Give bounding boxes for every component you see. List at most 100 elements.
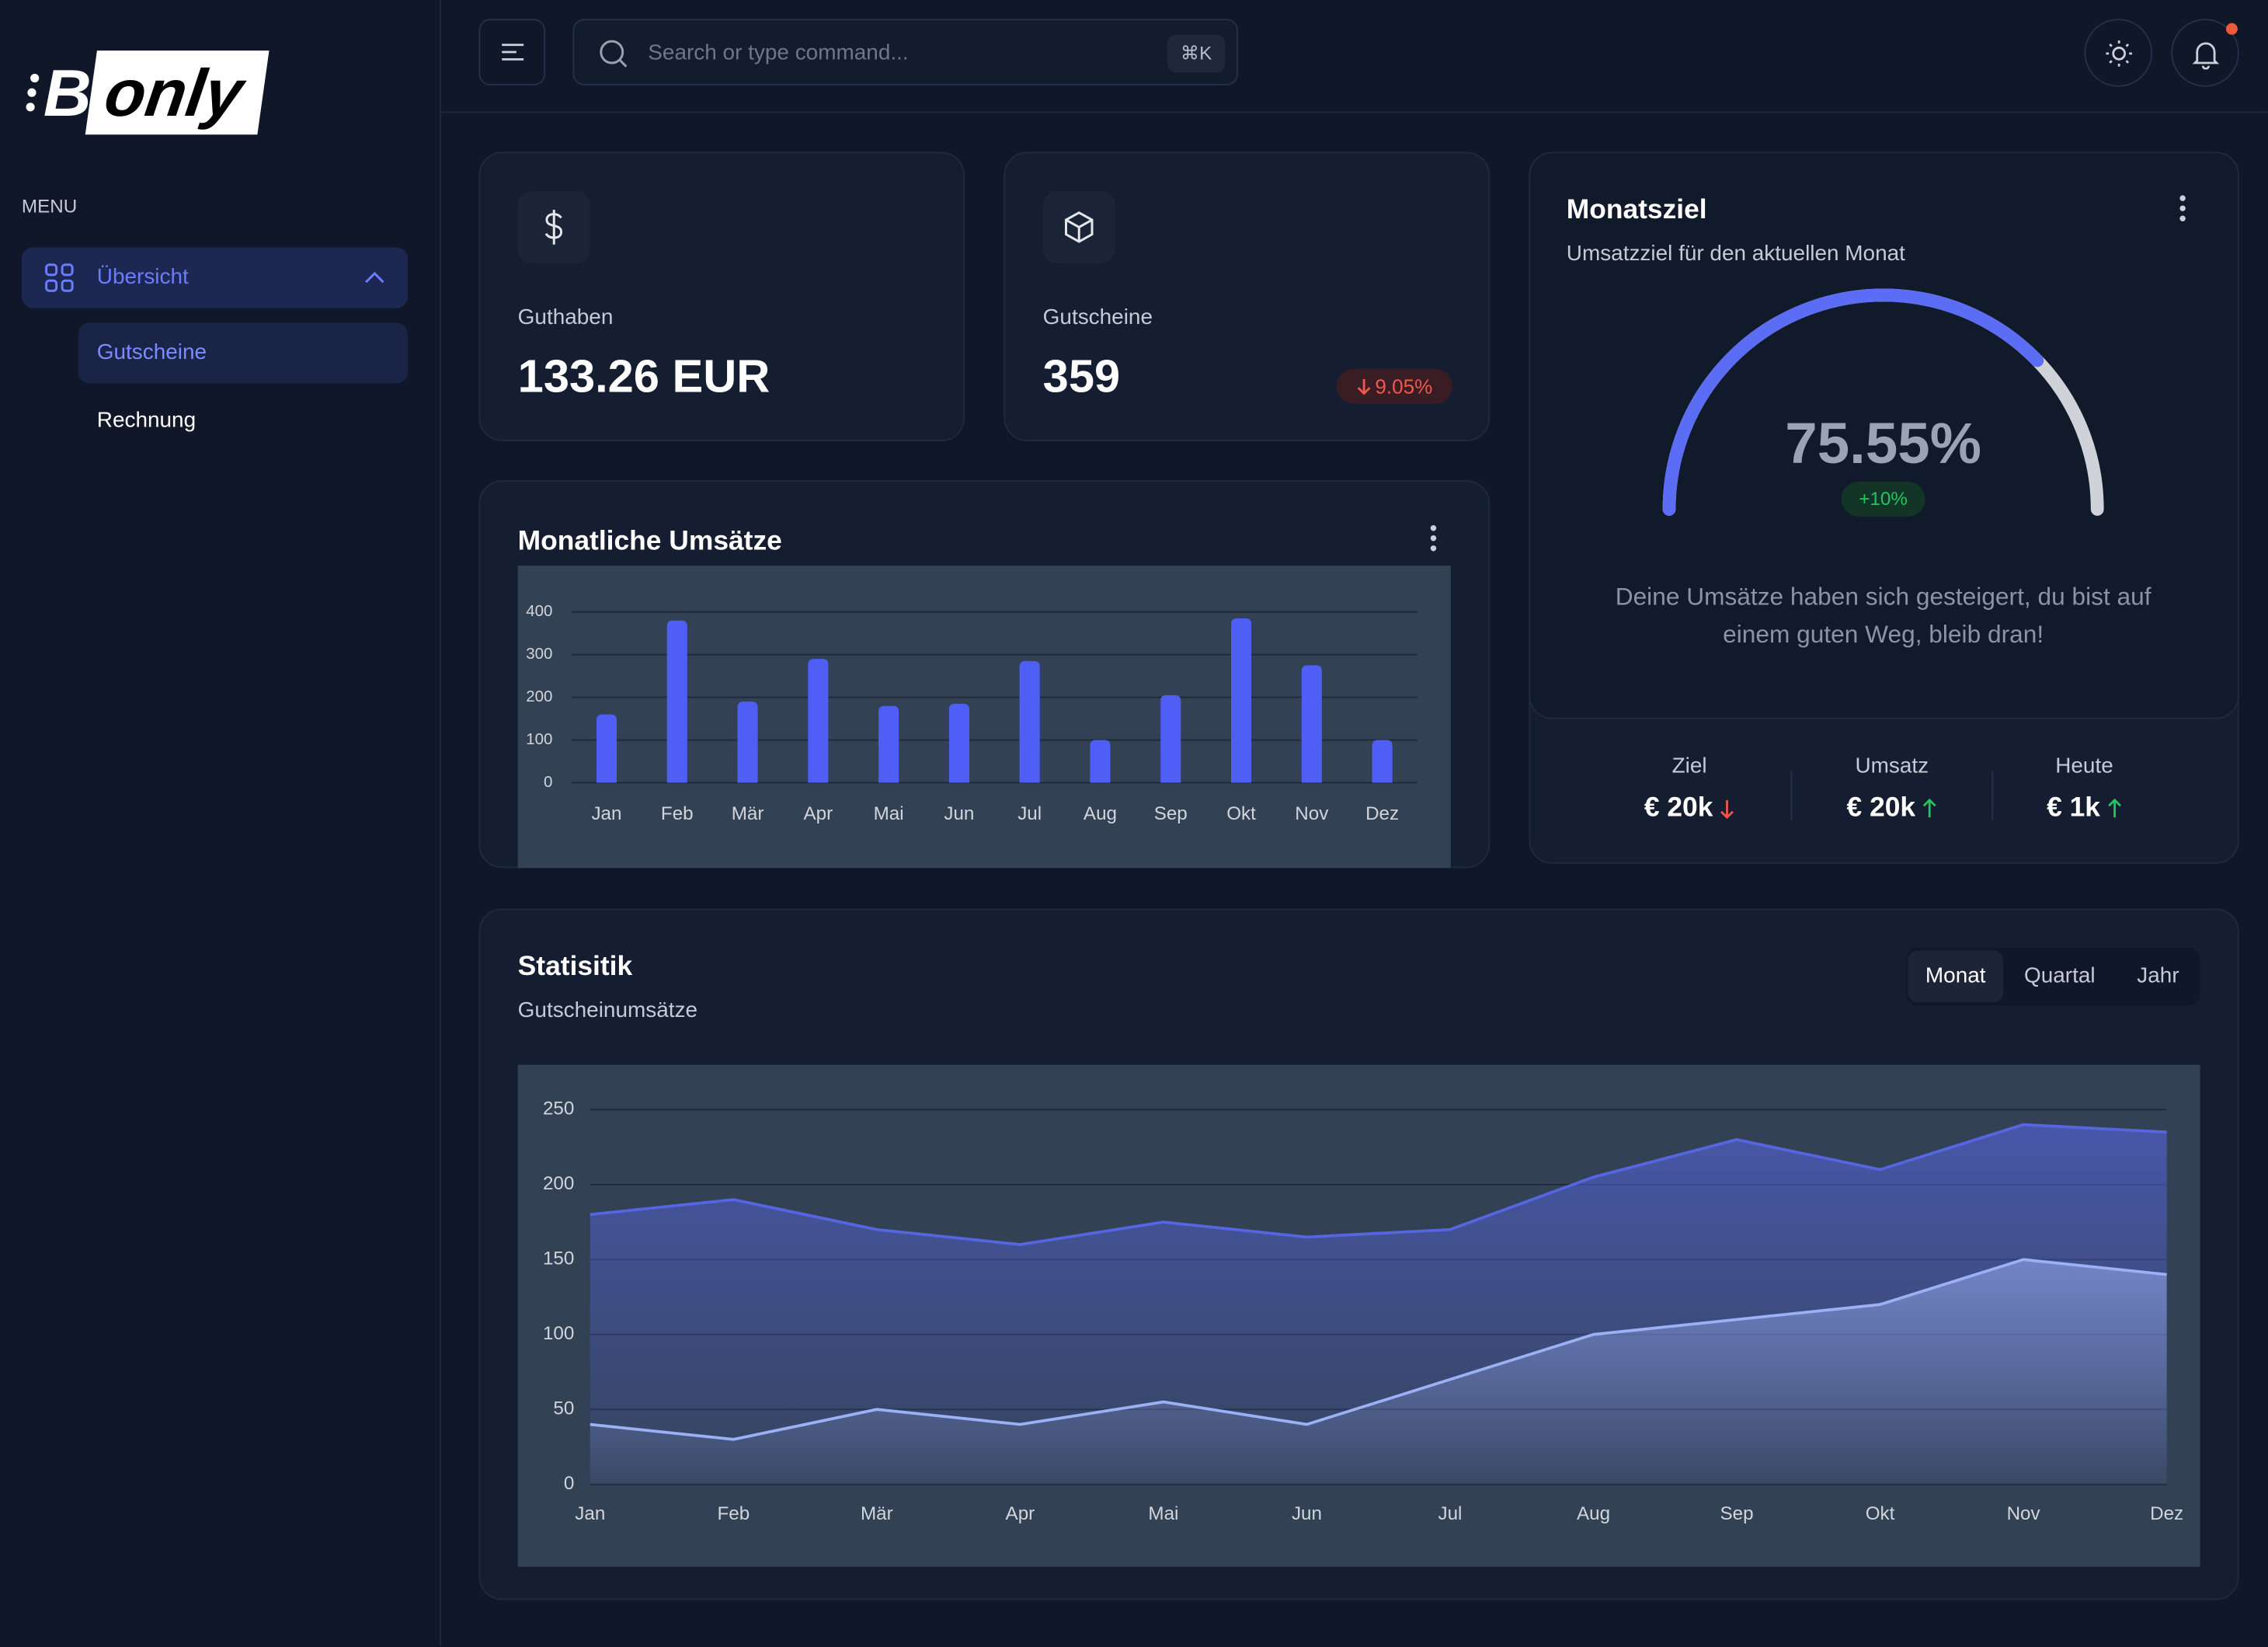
theme-button[interactable] xyxy=(2084,19,2153,87)
menu-item[interactable]: Übersicht xyxy=(21,247,409,308)
x-tick-label: Jun xyxy=(944,803,974,824)
tab[interactable]: Quartal xyxy=(2024,963,2096,988)
y-tick-label: 0 xyxy=(544,773,552,791)
x-tick-label: Okt xyxy=(1226,803,1256,824)
bar xyxy=(1301,665,1322,783)
y-tick-label: 150 xyxy=(543,1248,574,1269)
notification-dot xyxy=(2225,23,2238,35)
bar xyxy=(1090,740,1111,783)
stat-value: € 1k xyxy=(1969,793,2200,825)
search-placeholder: Search or type command... xyxy=(648,40,909,65)
x-tick-label: Jun xyxy=(1292,1503,1322,1524)
balance-card: Guthaben 133.26 EUR xyxy=(478,151,965,441)
y-tick-label: 100 xyxy=(543,1323,574,1344)
divider xyxy=(1790,771,1793,820)
more-icon[interactable] xyxy=(2179,195,2186,221)
stats-subtitle: Gutscheinumsätze xyxy=(517,998,698,1023)
y-tick-label: 200 xyxy=(526,688,552,705)
stat-label: Umsatz xyxy=(1855,754,1929,778)
tab-group: Monat Quartal Jahr xyxy=(1906,947,2200,1006)
stat-label: Ziel xyxy=(1671,754,1707,778)
down-arrow xyxy=(1720,799,1734,820)
shortcut: ⌘K xyxy=(1167,34,1226,73)
bar xyxy=(1372,740,1393,783)
logo-letter: B xyxy=(43,54,92,131)
x-tick-label: Dez xyxy=(2150,1503,2183,1524)
x-tick-label: Jul xyxy=(1017,803,1042,824)
gauge-arc xyxy=(1662,288,2044,516)
stat-number: € 1k xyxy=(2047,792,2100,824)
menu-label: MENU xyxy=(21,195,78,218)
goal-title: Monatsziel xyxy=(1567,194,1707,225)
y-tick-label: 50 xyxy=(553,1398,574,1419)
y-tick-label: 300 xyxy=(526,645,552,663)
y-tick-label: 0 xyxy=(564,1473,574,1494)
line xyxy=(590,1123,2167,1246)
y-tick-label: 400 xyxy=(526,602,552,620)
x-tick-label: Mär xyxy=(732,803,764,824)
header xyxy=(440,0,2268,113)
icon-box xyxy=(517,190,590,263)
x-tick-label: Apr xyxy=(1006,1503,1035,1524)
card-value: 359 xyxy=(1042,350,1121,402)
x-tick-label: Aug xyxy=(1577,1503,1610,1524)
x-tick-label: Jul xyxy=(1438,1503,1463,1524)
x-tick-label: Jan xyxy=(575,1503,605,1524)
card-label: Guthaben xyxy=(517,305,614,330)
search-box[interactable]: Search or type command... ⌘K xyxy=(572,19,1239,85)
x-tick-label: Nov xyxy=(1295,803,1329,824)
y-tick-label: 100 xyxy=(526,730,552,748)
menu-button[interactable] xyxy=(478,19,546,85)
x-tick-label: Aug xyxy=(1084,803,1117,824)
menu-item-label: Übersicht xyxy=(96,264,189,290)
gauge-chart: Monatsziel Umsatzziel für den aktuellen … xyxy=(1567,194,2186,516)
goal-top xyxy=(1529,151,2239,719)
bar xyxy=(948,703,969,783)
y-tick-label: 250 xyxy=(543,1099,574,1119)
notification-button[interactable] xyxy=(2171,19,2239,87)
chevron-icon xyxy=(365,271,384,284)
tab[interactable]: Jahr xyxy=(2137,963,2179,988)
x-tick-label: Sep xyxy=(1154,803,1188,824)
x-tick-label: Sep xyxy=(1720,1503,1754,1524)
grid-icon xyxy=(45,263,74,292)
x-tick-label: Mär xyxy=(861,1503,893,1524)
sun-icon xyxy=(2106,40,2132,67)
x-tick-label: Okt xyxy=(1866,1503,1895,1524)
logo-word: only xyxy=(85,50,270,135)
bar xyxy=(1230,618,1252,783)
search-icon xyxy=(600,40,628,68)
down-arrow xyxy=(1356,378,1370,395)
voucher-card: Gutscheine 359 9.05% xyxy=(1004,151,1491,441)
submenu-item[interactable]: Rechnung xyxy=(96,408,197,433)
bar xyxy=(596,714,617,783)
divider xyxy=(1991,771,1994,820)
x-tick-label: Dez xyxy=(1365,803,1399,824)
x-tick-label: Apr xyxy=(804,803,833,824)
change-value: 9.05% xyxy=(1375,374,1433,399)
logo-dots xyxy=(26,73,40,112)
submenu-label: Gutscheine xyxy=(96,339,207,365)
dollar-icon xyxy=(544,210,563,245)
x-tick-label: Nov xyxy=(2007,1503,2041,1524)
hamburger-icon xyxy=(502,44,524,61)
change-badge: 9.05% xyxy=(1336,368,1452,404)
tab[interactable]: Monat xyxy=(1908,950,2004,1003)
more-icon[interactable] xyxy=(1424,522,1442,554)
goal-card xyxy=(1529,151,2239,864)
icon-box xyxy=(1042,190,1115,263)
area xyxy=(590,1259,2167,1485)
bar xyxy=(878,705,899,783)
bar-chart: 0 100 200 300 400 Jan Feb Mär Apr Mai Jun Jul Aug Sep… xyxy=(517,566,1451,869)
bar xyxy=(737,702,758,783)
goal-subtitle: Umsatzziel für den aktuellen Monat xyxy=(1567,241,1905,265)
stat-number: € 20k xyxy=(1644,792,1713,824)
stats-title: Statisitik xyxy=(517,952,633,983)
x-tick-label: Mai xyxy=(1148,1503,1178,1524)
submenu-item[interactable]: Gutscheine xyxy=(78,322,409,384)
bar-title: Monatliche Umsätze xyxy=(517,526,782,557)
bar xyxy=(1160,695,1181,783)
card-label: Gutscheine xyxy=(1042,305,1153,330)
